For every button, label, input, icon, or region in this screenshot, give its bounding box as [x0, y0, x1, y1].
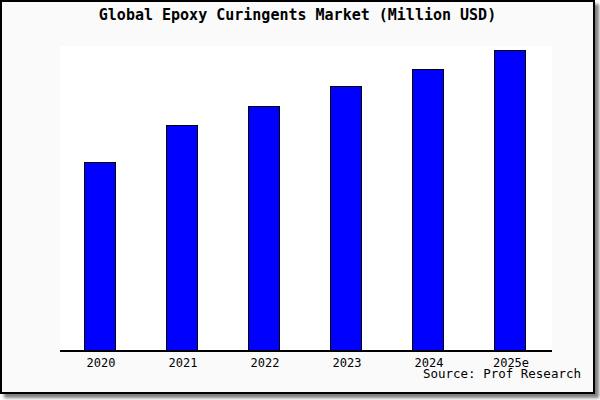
bar-2020	[84, 162, 116, 350]
bar-2025e	[494, 50, 526, 350]
plot-area	[60, 46, 552, 352]
x-tick-label-2022: 2022	[251, 356, 280, 370]
bar-2024	[412, 69, 444, 350]
bar-2023	[330, 86, 362, 350]
bar-2021	[166, 125, 198, 350]
x-tick-label-2021: 2021	[169, 356, 198, 370]
x-tick-label-2020: 2020	[87, 356, 116, 370]
x-tick-label-2024: 2024	[415, 356, 444, 370]
x-tick-label-2025e: 2025e	[493, 356, 529, 370]
x-tick-label-2023: 2023	[333, 356, 362, 370]
bar-2022	[248, 106, 280, 350]
chart-frame: Global Epoxy Curingents Market (Million …	[0, 0, 595, 394]
chart-title: Global Epoxy Curingents Market (Million …	[2, 6, 593, 24]
